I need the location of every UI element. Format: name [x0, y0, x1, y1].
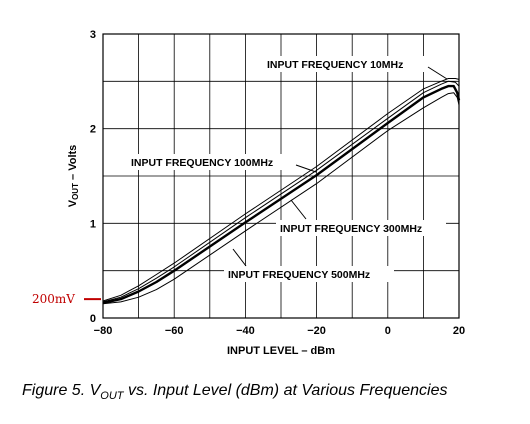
caption-suffix: vs. Input Level (dBm) at Various Frequen… [124, 382, 448, 399]
series-annotations: INPUT FREQUENCY 10MHz INPUT FREQUENCY 10… [127, 56, 448, 282]
x-tick-label: 20 [453, 325, 465, 337]
series-layer [102, 78, 461, 305]
series-line-300mhz [102, 84, 461, 305]
y-axis-title-rest: – Volts [67, 145, 79, 183]
leader-300mhz [290, 199, 307, 220]
series-line-10mhz [102, 78, 460, 302]
caption-subscript: OUT [100, 390, 125, 402]
x-tick-label: −40 [236, 325, 255, 337]
x-axis-title: INPUT LEVEL – dBm [227, 345, 335, 357]
annotation-bg-300mhz [276, 220, 446, 236]
annotation-10mhz: INPUT FREQUENCY 10MHz [267, 59, 403, 71]
leader-10mhz [427, 66, 448, 80]
y-tick-label: 0 [90, 313, 96, 325]
annotation-bg-10mhz [262, 56, 424, 72]
leader-100mhz [295, 164, 317, 173]
leader-500mhz [232, 248, 247, 267]
series-line-500mhz [102, 92, 460, 305]
y-axis-title: VOUT – Volts [67, 145, 80, 208]
y-tick-label: 3 [90, 29, 96, 41]
x-tick-label: −80 [94, 325, 113, 337]
y-axis-title-sub: OUT [71, 183, 80, 200]
x-tick-label: −60 [165, 325, 184, 337]
figure-caption: Figure 5. VOUT vs. Input Level (dBm) at … [22, 382, 448, 402]
x-tick-label: 0 [385, 325, 391, 337]
plot-frame [102, 33, 460, 319]
y-tick-label: 2 [90, 124, 96, 136]
annotation-bg-100mhz [127, 154, 297, 170]
y-tick-label: 1 [90, 218, 96, 230]
marker-label: 200mV [32, 292, 75, 306]
x-tick-label: −20 [307, 325, 326, 337]
x-tick-labels: −80 −60 −40 −20 0 20 [94, 325, 465, 337]
annotation-bg-500mhz [224, 266, 394, 282]
y-axis-title-v: V [67, 199, 79, 207]
caption-prefix: Figure 5. V [22, 382, 102, 399]
y-tick-labels: 0 1 2 3 [90, 29, 96, 325]
series-line-100mhz [102, 80, 460, 303]
marker-200mv: 200mV [32, 292, 101, 306]
annotation-100mhz: INPUT FREQUENCY 100MHz [131, 157, 273, 169]
annotation-300mhz: INPUT FREQUENCY 300MHz [280, 223, 422, 235]
annotation-500mhz: INPUT FREQUENCY 500MHz [228, 269, 370, 281]
